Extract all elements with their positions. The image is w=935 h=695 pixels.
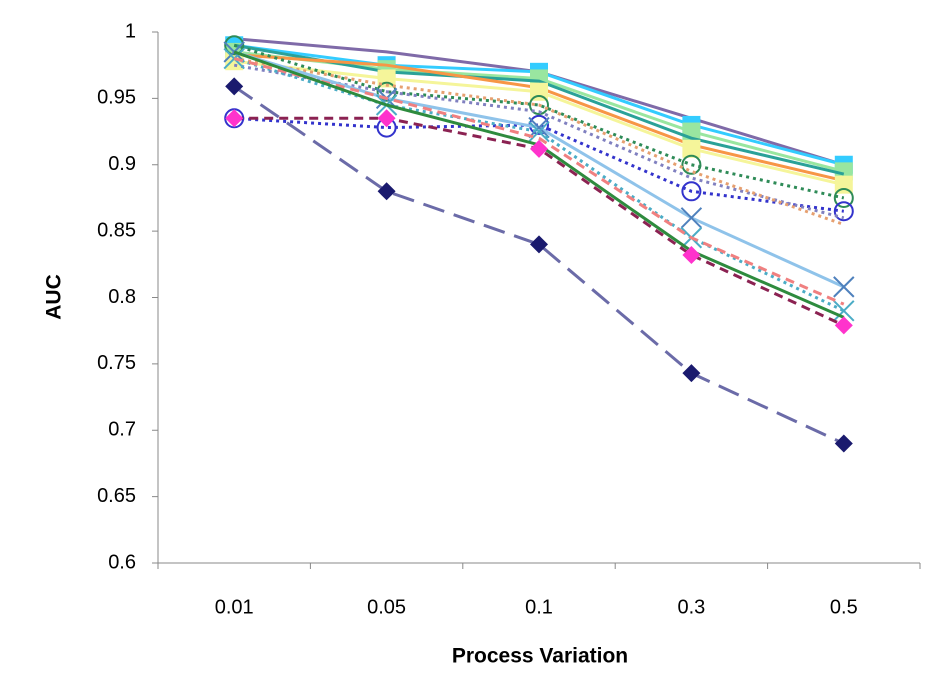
series-line xyxy=(233,57,845,306)
marker xyxy=(225,109,244,128)
marker xyxy=(681,154,702,175)
marker xyxy=(529,95,549,116)
marker xyxy=(528,116,550,139)
x-tick-label: 0.05 xyxy=(367,596,406,618)
x-tick-label: 0.5 xyxy=(830,596,858,618)
marker xyxy=(682,139,701,158)
y-tick-label: 0.9 xyxy=(108,153,136,175)
marker xyxy=(833,201,854,222)
marker xyxy=(225,77,244,96)
y-tick-label: 0.7 xyxy=(108,419,136,441)
x-tick-label: 0.1 xyxy=(525,596,553,618)
marker xyxy=(530,235,548,254)
y-axis-title: AUC xyxy=(43,274,66,320)
x-axis-title: Process Variation xyxy=(452,645,628,668)
x-tick-label: 0.01 xyxy=(215,596,254,618)
marker xyxy=(681,181,702,202)
marker xyxy=(377,182,396,201)
y-tick-label: 0.75 xyxy=(97,352,136,374)
y-tick-label: 0.85 xyxy=(97,219,136,241)
series-line xyxy=(233,43,845,200)
y-tick-label: 1 xyxy=(125,20,136,42)
marker xyxy=(833,276,855,298)
marker xyxy=(377,109,396,128)
series-line xyxy=(233,57,845,313)
marker xyxy=(833,300,855,322)
y-tick-label: 0.95 xyxy=(97,87,136,109)
y-tick-label: 0.6 xyxy=(108,551,136,573)
y-tick-label: 0.8 xyxy=(108,286,136,308)
marker xyxy=(833,187,854,208)
marker xyxy=(834,434,853,453)
y-tick-label: 0.65 xyxy=(97,485,136,507)
x-tick-label: 0.3 xyxy=(677,596,705,618)
marker xyxy=(680,207,703,229)
marker xyxy=(224,35,245,56)
marker xyxy=(530,139,548,158)
marker xyxy=(682,246,701,265)
marker xyxy=(682,364,701,383)
marker xyxy=(528,120,550,143)
series-line xyxy=(233,63,845,220)
series-line xyxy=(233,57,845,226)
marker xyxy=(834,316,853,335)
